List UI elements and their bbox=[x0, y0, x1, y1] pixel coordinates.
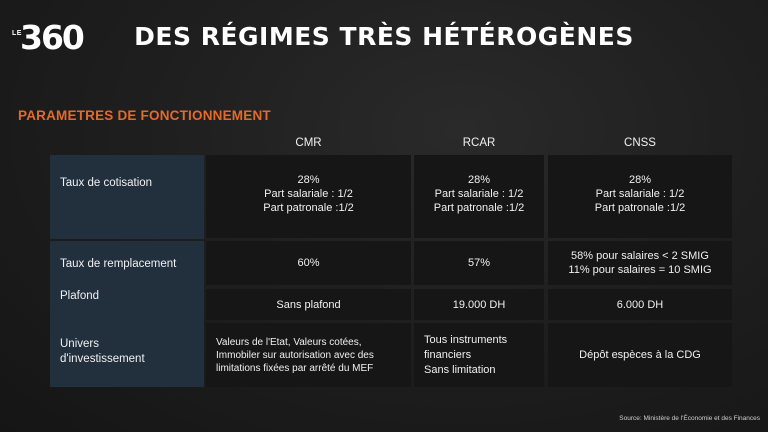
table-cell: 60% bbox=[206, 241, 411, 285]
row-label-taux-remplacement: Taux de remplacement bbox=[50, 241, 204, 287]
row-label-taux-cotisation: Taux de cotisation bbox=[50, 155, 204, 239]
page-title: DES RÉGIMES TRÈS HÉTÉROGÈNES bbox=[134, 22, 634, 51]
column-header-rcar: RCAR bbox=[462, 137, 496, 149]
table-cell: 19.000 DH bbox=[414, 289, 544, 320]
source-note: Source: Ministère de l'Économie et des F… bbox=[619, 415, 760, 422]
table-cell: 6.000 DH bbox=[548, 289, 732, 320]
table-cell: 28% Part salariale : 1/2 Part patronale … bbox=[206, 155, 411, 238]
row-label-univers-investissement: Univers d'investissement bbox=[50, 321, 204, 387]
section-title: PARAMETRES DE FONCTIONNEMENT bbox=[18, 108, 271, 123]
table-cell: Sans plafond bbox=[206, 289, 411, 320]
column-header-cmr: CMR bbox=[295, 137, 322, 149]
column-header-cnss: CNSS bbox=[624, 137, 656, 149]
table-cell: Dépôt espèces à la CDG bbox=[548, 323, 732, 387]
table-cell: 57% bbox=[414, 241, 544, 285]
logo-prefix: LE bbox=[12, 30, 22, 37]
table-cell: 58% pour salaires < 2 SMIG 11% pour sala… bbox=[548, 241, 732, 285]
row-label-plafond: Plafond bbox=[50, 287, 204, 321]
logo: LE 360 bbox=[12, 16, 92, 57]
table-cell: 28% Part salariale : 1/2 Part patronale … bbox=[414, 155, 544, 238]
table-cell: Valeurs de l'Etat, Valeurs cotées, Immob… bbox=[206, 323, 411, 387]
logo-number: 360 bbox=[20, 18, 85, 57]
table-cell: Tous instruments financiers Sans limitat… bbox=[414, 323, 544, 387]
table-cell: 28% Part salariale : 1/2 Part patronale … bbox=[548, 155, 732, 238]
